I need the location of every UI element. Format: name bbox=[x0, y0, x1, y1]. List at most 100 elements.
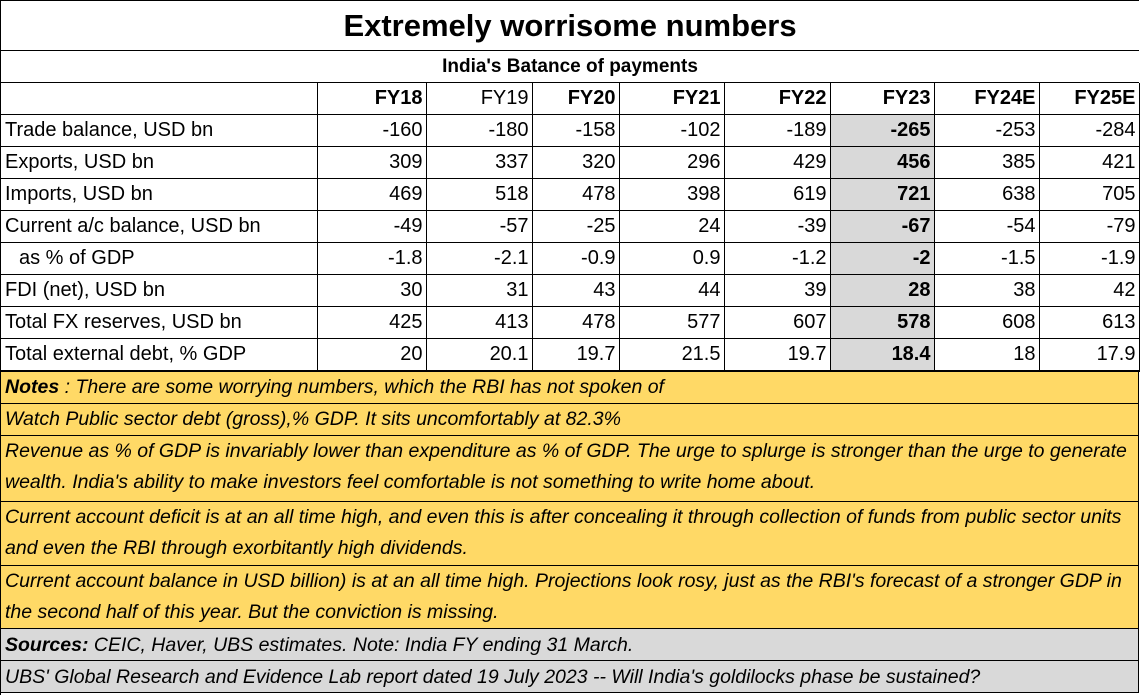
cell: 44 bbox=[619, 274, 725, 307]
cell: -1.9 bbox=[1039, 242, 1140, 275]
highlighted-cell: -265 bbox=[830, 114, 935, 147]
cell: 337 bbox=[426, 146, 533, 179]
cell: -54 bbox=[934, 210, 1040, 243]
row-label: Total external debt, % GDP bbox=[1, 338, 318, 372]
sources-row: Sources: CEIC, Haver, UBS estimates. Not… bbox=[1, 629, 1139, 661]
cell: 320 bbox=[532, 146, 620, 179]
cell: -102 bbox=[619, 114, 725, 147]
table-row: Imports, USD bn 469 518 478 398 619 721 … bbox=[1, 178, 1140, 211]
cell: 413 bbox=[426, 306, 533, 339]
table-row: as % of GDP -1.8 -2.1 -0.9 0.9 -1.2 -2 -… bbox=[1, 242, 1140, 275]
cell: 518 bbox=[426, 178, 533, 211]
column-header: FY21 bbox=[619, 83, 725, 115]
cell: 20.1 bbox=[426, 338, 533, 372]
header-row: FY18 FY19 FY20 FY21 FY22 FY23 FY24E FY25… bbox=[1, 83, 1140, 115]
cell: 478 bbox=[532, 306, 620, 339]
cell: -39 bbox=[724, 210, 831, 243]
row-label: as % of GDP bbox=[1, 242, 318, 275]
cell: 385 bbox=[934, 146, 1040, 179]
cell: -158 bbox=[532, 114, 620, 147]
cell: -79 bbox=[1039, 210, 1140, 243]
highlighted-cell: 18.4 bbox=[830, 338, 935, 372]
cell: 18 bbox=[934, 338, 1040, 372]
column-header: FY25E bbox=[1039, 83, 1140, 115]
table-title: Extremely worrisome numbers bbox=[1, 1, 1139, 51]
cell: 607 bbox=[724, 306, 831, 339]
cell: 577 bbox=[619, 306, 725, 339]
cell: 398 bbox=[619, 178, 725, 211]
cell: -57 bbox=[426, 210, 533, 243]
note-public-debt: Watch Public sector debt (gross),% GDP. … bbox=[1, 404, 1139, 436]
cell: 39 bbox=[724, 274, 831, 307]
header-blank bbox=[1, 83, 318, 115]
cell: -0.9 bbox=[532, 242, 620, 275]
column-header: FY23 bbox=[830, 83, 935, 115]
highlighted-cell: 578 bbox=[830, 306, 935, 339]
column-header: FY20 bbox=[532, 83, 620, 115]
table-row: Total external debt, % GDP 20 20.1 19.7 … bbox=[1, 338, 1140, 372]
highlighted-cell: 721 bbox=[830, 178, 935, 211]
cell: 425 bbox=[317, 306, 427, 339]
note-revenue: Revenue as % of GDP is invariably lower … bbox=[1, 436, 1139, 502]
row-label: Current a/c balance, USD bn bbox=[1, 210, 318, 243]
column-header: FY18 bbox=[317, 83, 427, 115]
cell: -1.5 bbox=[934, 242, 1040, 275]
notes-text: : There are some worrying numbers, which… bbox=[59, 376, 664, 398]
row-label: Imports, USD bn bbox=[1, 178, 318, 211]
cell: 421 bbox=[1039, 146, 1140, 179]
cell: 608 bbox=[934, 306, 1040, 339]
row-label: FDI (net), USD bn bbox=[1, 274, 318, 307]
cell: 469 bbox=[317, 178, 427, 211]
highlighted-cell: -2 bbox=[830, 242, 935, 275]
cell: 619 bbox=[724, 178, 831, 211]
cell: 43 bbox=[532, 274, 620, 307]
table-row: Total FX reserves, USD bn 425 413 478 57… bbox=[1, 306, 1140, 339]
cell: -1.2 bbox=[724, 242, 831, 275]
cell: 0.9 bbox=[619, 242, 725, 275]
cell: -253 bbox=[934, 114, 1040, 147]
cell: 31 bbox=[426, 274, 533, 307]
cell: -160 bbox=[317, 114, 427, 147]
cell: 24 bbox=[619, 210, 725, 243]
notes-label: Notes bbox=[5, 376, 60, 398]
sources-text: CEIC, Haver, UBS estimates. Note: India … bbox=[88, 634, 634, 656]
row-label: Trade balance, USD bn bbox=[1, 114, 318, 147]
cell: 19.7 bbox=[724, 338, 831, 372]
bop-table: FY18 FY19 FY20 FY21 FY22 FY23 FY24E FY25… bbox=[1, 83, 1140, 372]
cell: -189 bbox=[724, 114, 831, 147]
cell: 21.5 bbox=[619, 338, 725, 372]
row-label: Exports, USD bn bbox=[1, 146, 318, 179]
cell: -1.8 bbox=[317, 242, 427, 275]
cell: 296 bbox=[619, 146, 725, 179]
highlighted-cell: 28 bbox=[830, 274, 935, 307]
column-header: FY24E bbox=[934, 83, 1040, 115]
cell: 19.7 bbox=[532, 338, 620, 372]
table-row: Trade balance, USD bn -160 -180 -158 -10… bbox=[1, 114, 1140, 147]
cell: 705 bbox=[1039, 178, 1140, 211]
sources-label: Sources: bbox=[5, 634, 89, 656]
cell: 17.9 bbox=[1039, 338, 1140, 372]
report-citation: UBS' Global Research and Evidence Lab re… bbox=[1, 661, 1139, 693]
cell: 309 bbox=[317, 146, 427, 179]
cell: 20 bbox=[317, 338, 427, 372]
note-current-account-balance: Current account balance in USD billion) … bbox=[1, 566, 1139, 629]
row-label: Total FX reserves, USD bn bbox=[1, 306, 318, 339]
cell: -180 bbox=[426, 114, 533, 147]
cell: 42 bbox=[1039, 274, 1140, 307]
notes-intro: Notes : There are some worrying numbers,… bbox=[1, 372, 1139, 404]
table-row: FDI (net), USD bn 30 31 43 44 39 28 38 4… bbox=[1, 274, 1140, 307]
column-header: FY22 bbox=[724, 83, 831, 115]
cell: 478 bbox=[532, 178, 620, 211]
cell: -25 bbox=[532, 210, 620, 243]
cell: 38 bbox=[934, 274, 1040, 307]
cell: 613 bbox=[1039, 306, 1140, 339]
highlighted-cell: -67 bbox=[830, 210, 935, 243]
cell: -284 bbox=[1039, 114, 1140, 147]
cell: 429 bbox=[724, 146, 831, 179]
cell: -49 bbox=[317, 210, 427, 243]
cell: 638 bbox=[934, 178, 1040, 211]
table-subtitle: India's Batance of payments bbox=[1, 51, 1139, 83]
table-row: Exports, USD bn 309 337 320 296 429 456 … bbox=[1, 146, 1140, 179]
note-current-account-deficit: Current account deficit is at an all tim… bbox=[1, 502, 1139, 566]
